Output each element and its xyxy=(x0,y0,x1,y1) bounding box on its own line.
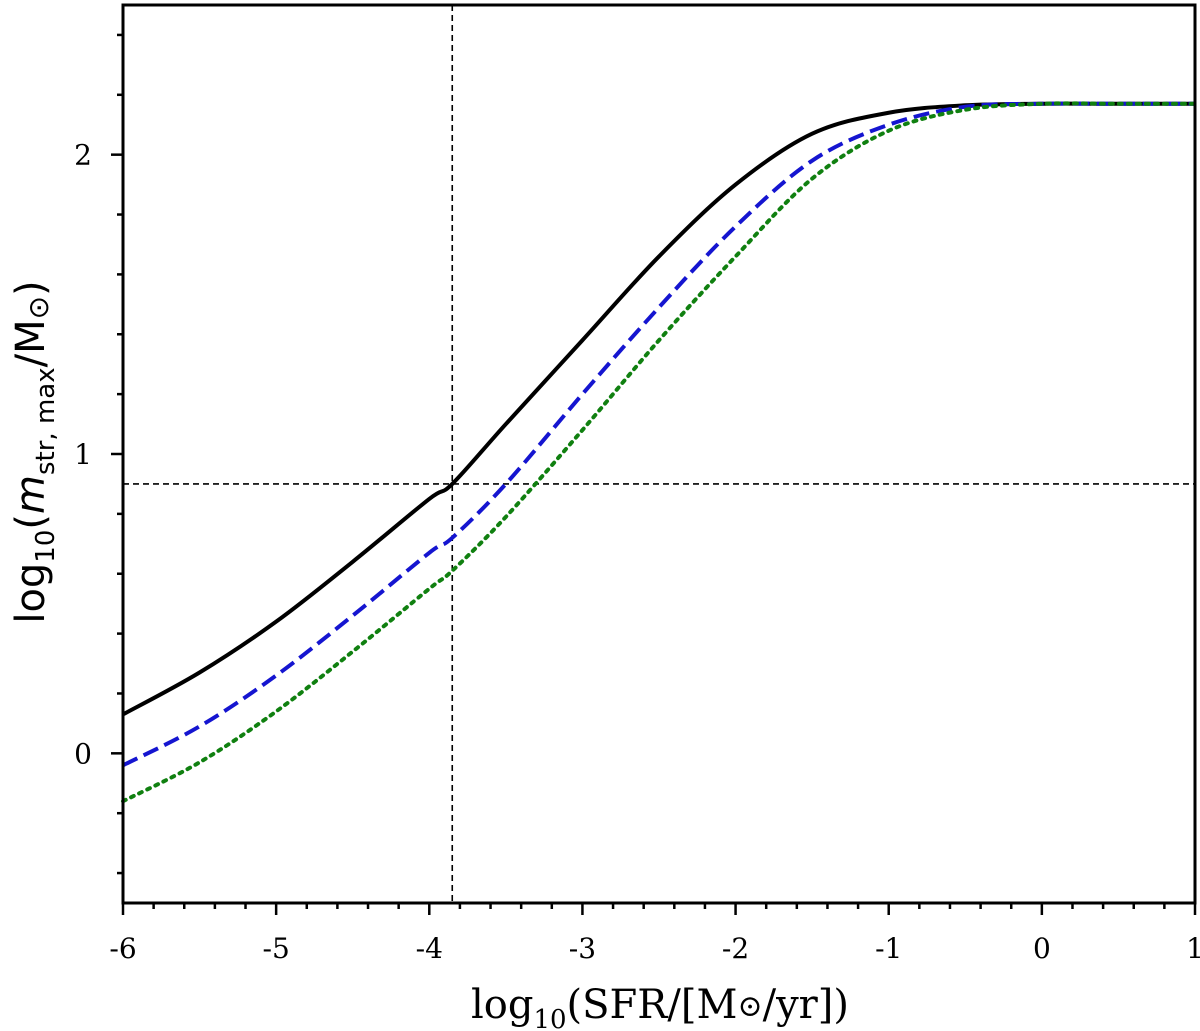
x-tick-label: -1 xyxy=(875,932,902,965)
y-axis-label: log10(mstr, max/M⊙) xyxy=(8,280,61,623)
x-tick-label: 1 xyxy=(1186,932,1200,965)
y-tick-label: 2 xyxy=(74,139,92,172)
tick-labels: -6 -5 -4 -3 -2 -1 0 1 0 1 2 xyxy=(74,139,1200,965)
x-tick-label: -2 xyxy=(722,932,749,965)
y-tick-label: 1 xyxy=(74,438,92,471)
series-line-dashed xyxy=(122,101,1195,768)
x-tick-label: -5 xyxy=(263,932,290,965)
reference-lines xyxy=(123,5,1195,903)
x-axis-label: log10(SFR/[M⊙/yr]) xyxy=(471,982,849,1031)
plot-frame xyxy=(121,3,1197,905)
series-line-dotted xyxy=(121,101,1197,804)
x-tick-label: -6 xyxy=(109,932,136,965)
y-tick-label: 0 xyxy=(74,737,92,770)
series-line-solid xyxy=(122,101,1195,717)
x-tick-label: 0 xyxy=(1033,932,1051,965)
x-tick-label: -3 xyxy=(569,932,596,965)
x-tick-label: -4 xyxy=(416,932,443,965)
series-lines xyxy=(121,101,1197,804)
axis-ticks xyxy=(111,33,1197,915)
